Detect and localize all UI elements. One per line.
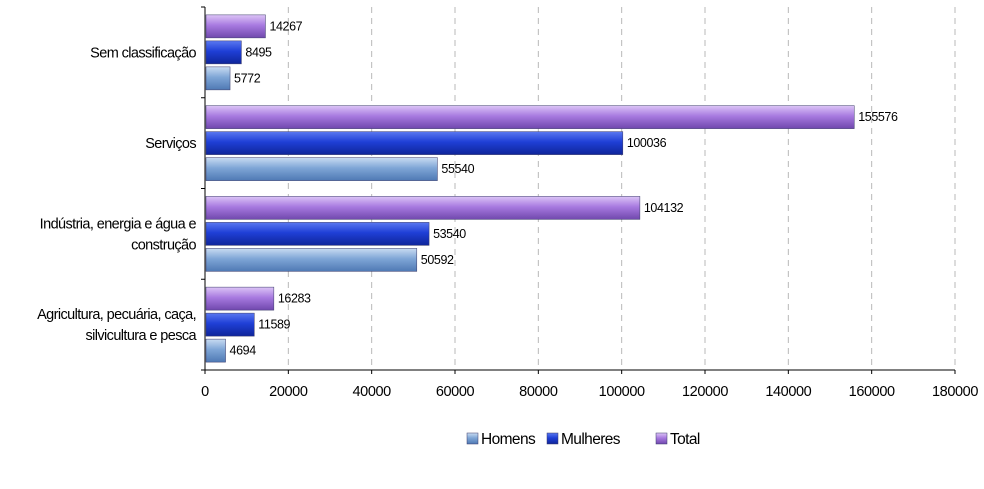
- bar-mulheres: [205, 40, 242, 65]
- legend-label-mulheres: Mulheres: [561, 431, 621, 448]
- bar-homens: [205, 157, 438, 181]
- value-label-total: 155576: [858, 110, 898, 124]
- legend-label-total: Total: [670, 431, 700, 448]
- x-tick-label: 40000: [353, 384, 392, 400]
- category-label-line: Agricultura, pecuária, caça,: [37, 307, 196, 323]
- category-label-line: Sem classificação: [90, 45, 196, 61]
- value-label-total: 16283: [278, 292, 311, 306]
- category-label: Indústria, energia e água e construção: [40, 216, 197, 253]
- category-label: Agricultura, pecuária, caça, silvicultura…: [37, 307, 197, 344]
- legend-swatch-mulheres: [546, 432, 559, 445]
- x-tick-label: 120000: [682, 384, 728, 400]
- bar-homens: [205, 66, 231, 91]
- x-tick-label: 140000: [765, 384, 811, 400]
- legend-swatch-homens: [466, 432, 479, 445]
- bar-total: [205, 286, 275, 311]
- x-tick-label: 20000: [269, 384, 308, 400]
- x-tick-label: 180000: [932, 384, 978, 400]
- value-label-homens: 5772: [234, 71, 261, 85]
- category-label-line: silvicultura e pesca: [86, 328, 198, 344]
- category-label-line: construção: [131, 237, 196, 253]
- x-tick-label: 160000: [849, 384, 895, 400]
- x-tick-label: 100000: [599, 384, 645, 400]
- category-label-line: Indústria, energia e água e: [40, 216, 197, 232]
- value-label-homens: 4694: [230, 344, 257, 358]
- bar-mulheres: [205, 131, 624, 155]
- x-tick-label: 80000: [519, 384, 558, 400]
- value-label-mulheres: 11589: [258, 318, 290, 332]
- bar-total: [205, 196, 641, 220]
- bar-total: [205, 105, 855, 129]
- category-label: Sem classificação: [90, 45, 196, 61]
- value-label-total: 104132: [644, 201, 684, 215]
- category-label-line: Serviços: [145, 136, 196, 152]
- x-tick-label: 60000: [436, 384, 475, 400]
- legend-label-homens: Homens: [481, 431, 536, 448]
- value-label-mulheres: 100036: [627, 136, 667, 150]
- category-label: Serviços: [145, 136, 196, 152]
- bar-mulheres: [205, 222, 430, 246]
- value-label-mulheres: 8495: [245, 45, 272, 59]
- bar-homens: [205, 338, 226, 363]
- value-label-homens: 50592: [421, 253, 454, 267]
- bar-total: [205, 14, 266, 39]
- bar-mulheres: [205, 312, 255, 337]
- legend-swatch-total: [655, 432, 668, 445]
- value-label-mulheres: 53540: [433, 227, 466, 241]
- x-tick-label: 0: [201, 384, 209, 400]
- value-label-homens: 55540: [441, 162, 474, 176]
- bar-homens: [205, 248, 418, 272]
- value-label-total: 14267: [269, 19, 302, 33]
